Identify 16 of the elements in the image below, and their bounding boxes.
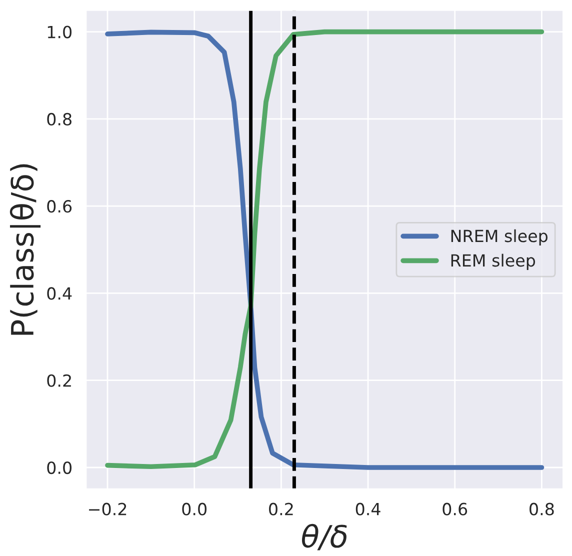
- legend-label: NREM sleep: [451, 229, 548, 246]
- y-axis-title: P(class|θ/δ): [10, 164, 41, 335]
- x-tick-label: 0.4: [356, 502, 380, 516]
- x-tick-label: 0.8: [530, 502, 554, 516]
- x-tick-label: 0.0: [182, 502, 206, 516]
- y-tick-label: 0.8: [47, 112, 72, 126]
- x-tick-label: −0.2: [89, 502, 126, 516]
- y-tick-label: 0.2: [47, 374, 71, 387]
- y-tick-label: 0.0: [47, 461, 72, 474]
- legend-label: REM sleep: [451, 254, 536, 270]
- x-tick-label: 0.6: [442, 502, 468, 516]
- x-axis-title: θ/δ: [302, 524, 347, 550]
- y-tick-label: 1.0: [48, 26, 72, 38]
- y-tick-label: 0.6: [47, 200, 72, 213]
- y-tick-label: 0.4: [47, 287, 72, 300]
- x-tick-label: 0.2: [269, 502, 293, 516]
